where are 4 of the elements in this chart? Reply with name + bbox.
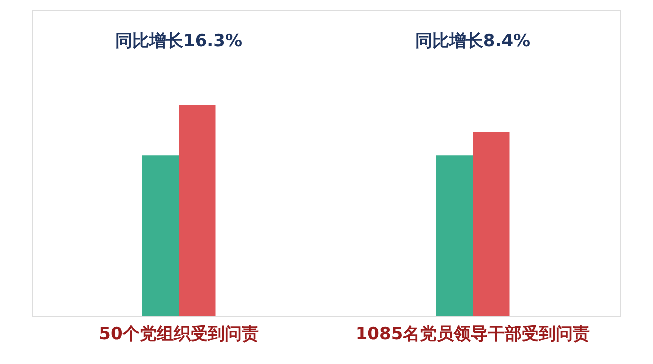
x-tick-label: 50个党组织受到问责 bbox=[99, 324, 259, 344]
x-tick-label: 1085名党员领导干部受到问责 bbox=[356, 324, 590, 344]
text: 同比增长16.3% bbox=[116, 32, 242, 52]
text: 同比增长8.4% bbox=[415, 32, 531, 52]
